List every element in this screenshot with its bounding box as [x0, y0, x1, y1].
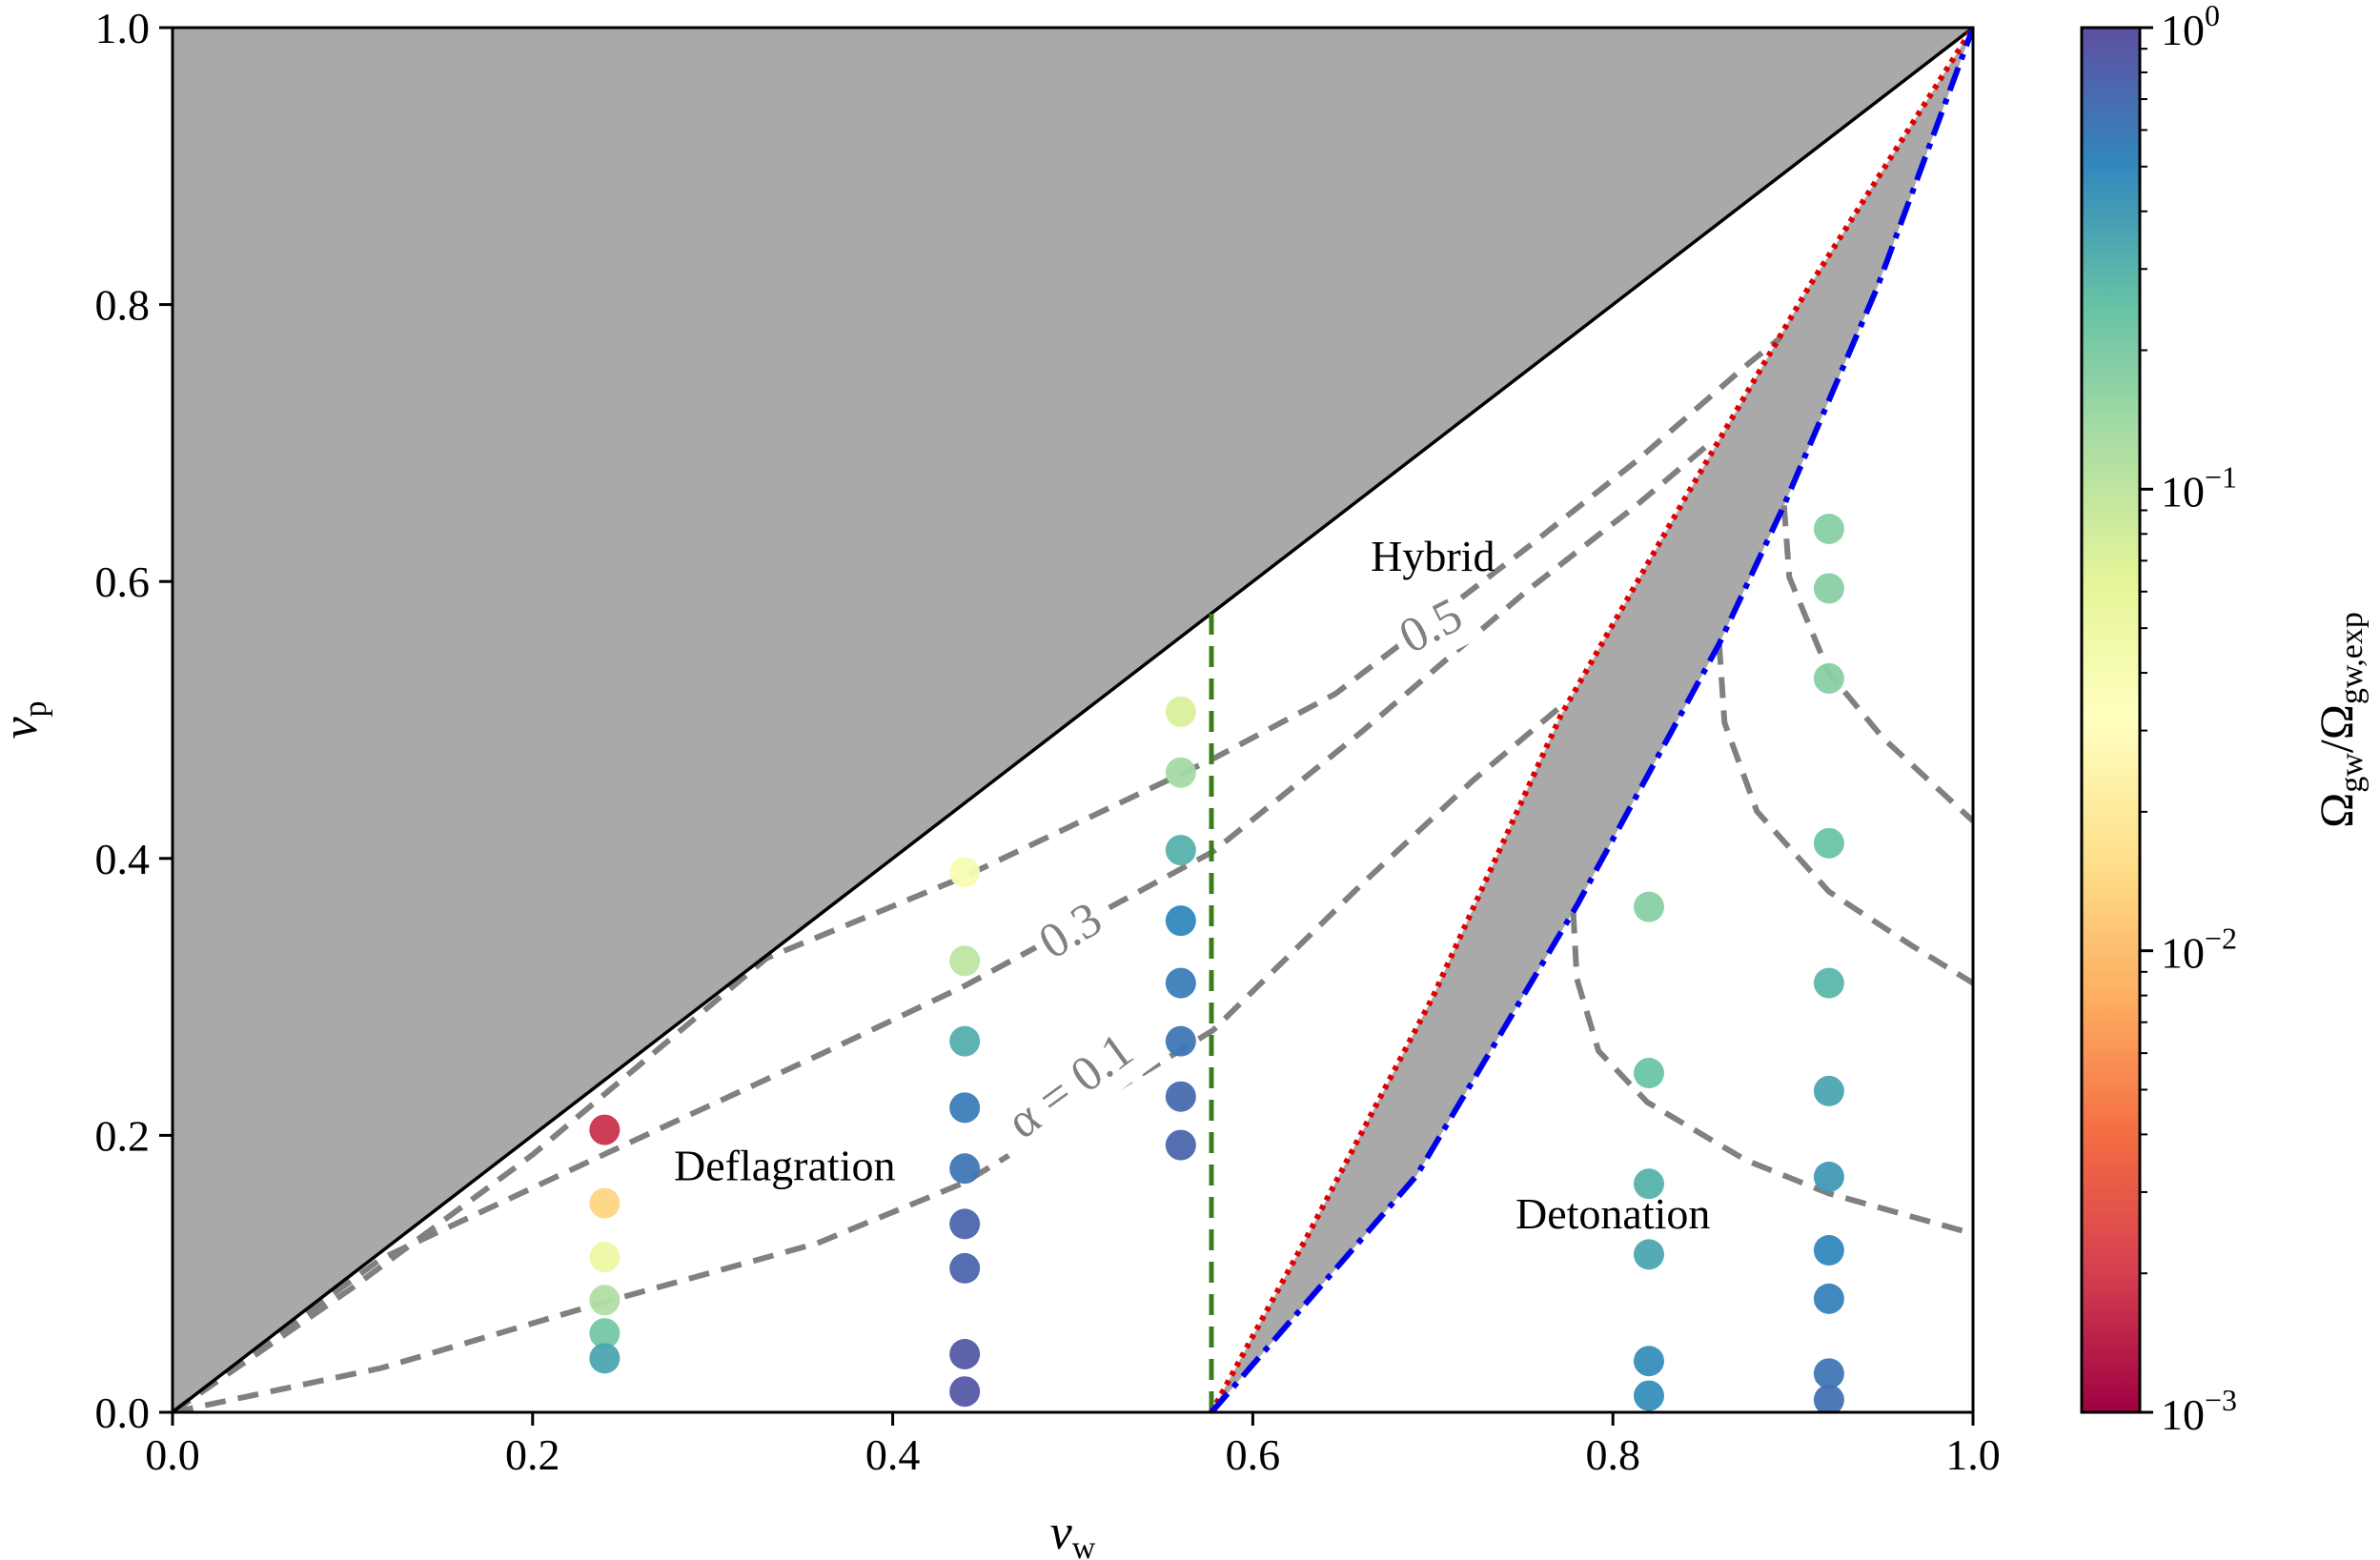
data-point [949, 1153, 981, 1185]
axes-frame: 0.00.20.40.60.81.00.00.20.40.60.81.0vwvp [0, 4, 2001, 1560]
data-point [1813, 573, 1844, 604]
x-axis-label: vw [1050, 1506, 1096, 1560]
data-point [949, 1376, 981, 1408]
data-point [1813, 1358, 1844, 1389]
colorbar-tick-base: 10 [2161, 929, 2205, 978]
x-tick-label: 0.8 [1585, 1430, 1640, 1479]
y-tick-label: 0.4 [95, 835, 151, 883]
colorbar-label-denominator-sub: gw,exp [2334, 612, 2370, 704]
data-point [1813, 1075, 1844, 1106]
data-point [1813, 662, 1844, 694]
data-point [949, 1025, 981, 1057]
x-axis-label-sub: w [1072, 1530, 1096, 1560]
data-point [589, 1114, 620, 1145]
x-tick-label: 0.4 [865, 1430, 921, 1479]
colorbar-tick-label: 10−3 [2161, 1383, 2237, 1439]
data-point [589, 1285, 620, 1316]
contour-label-background [1386, 587, 1480, 673]
y-tick-label: 0.0 [95, 1388, 151, 1437]
colorbar-tick-base: 10 [2161, 467, 2205, 516]
hybrid-detonation-gap-region [1211, 28, 1973, 1412]
data-point [589, 1242, 620, 1273]
y-axis-label-sub: p [18, 700, 53, 717]
y-axis-label: vp [0, 700, 53, 739]
data-point [1633, 1058, 1664, 1089]
data-point [1165, 696, 1196, 727]
data-point [949, 1252, 981, 1284]
x-tick-label: 1.0 [1945, 1430, 2001, 1479]
x-tick-label: 0.0 [145, 1430, 200, 1479]
data-point [1165, 1129, 1196, 1161]
colorbar-label-numerator: Ω [2309, 793, 2363, 828]
data-point [1813, 827, 1844, 859]
colorbar-border [2080, 26, 2142, 1414]
colorbar-tick-label: 10−2 [2161, 922, 2237, 978]
data-point [1633, 1168, 1664, 1200]
contour-alpha-0.5-detonation [1780, 505, 1973, 823]
region-label: Hybrid [1371, 532, 1495, 580]
colorbar-tick-label: 10−1 [2161, 459, 2237, 516]
data-point [589, 1318, 620, 1349]
contour-label: 0.3 [1030, 892, 1111, 970]
data-point [949, 945, 981, 977]
colorbar-label-numerator-sub: gw [2334, 753, 2370, 793]
data-point [949, 1208, 981, 1240]
colorbar-tick-base: 10 [2161, 6, 2205, 54]
contour-label-background [983, 1013, 1163, 1166]
data-point [1813, 967, 1844, 999]
colorbar-tick-label: 100 [2161, 0, 2220, 54]
colorbar-tick-base: 10 [2161, 1390, 2205, 1439]
x-tick-label: 0.2 [505, 1430, 560, 1479]
red-dotted-curve [1209, 28, 1973, 1412]
data-point [949, 857, 981, 888]
data-point [589, 1187, 620, 1219]
colorbar-label-separator: / [2309, 739, 2363, 753]
data-point [1813, 1161, 1844, 1192]
colorbar-label-denominator: Ω [2309, 704, 2363, 739]
contour-alpha-0.1-detonation [1570, 912, 1973, 1237]
data-point [1633, 891, 1664, 922]
data-point [1165, 835, 1196, 866]
boundary-line [173, 28, 1973, 1412]
blue-dashdot-curve [1209, 28, 1973, 1412]
contour-label-background [1025, 890, 1121, 980]
data-point [949, 1092, 981, 1124]
data-point [949, 1338, 981, 1369]
y-axis-label-main: v [0, 717, 48, 739]
colorbar-tick-exponent: −1 [2205, 459, 2237, 494]
data-point [1633, 1380, 1664, 1411]
data-point [1633, 1346, 1664, 1377]
data-point [1813, 1384, 1844, 1412]
colorbar-gradient [2082, 28, 2140, 1412]
data-point [1813, 1283, 1844, 1314]
data-point [1813, 513, 1844, 544]
data-point [1165, 757, 1196, 788]
x-tick-label: 0.6 [1226, 1430, 1281, 1479]
x-axis-label-main: v [1050, 1506, 1073, 1560]
y-tick-label: 0.2 [95, 1111, 151, 1160]
colorbar-label: Ωgw/Ωgw,exp [2309, 612, 2370, 828]
y-tick-label: 0.6 [95, 557, 151, 606]
region-label: Deflagration [674, 1141, 895, 1189]
data-point [1813, 1234, 1844, 1266]
data-point [1165, 967, 1196, 999]
data-point [1165, 1025, 1196, 1057]
data-point [1165, 1081, 1196, 1112]
axes-border [171, 26, 1975, 1414]
colorbar-tick-exponent: 0 [2205, 0, 2220, 32]
region-label: Detonation [1515, 1189, 1710, 1238]
data-point [1633, 1239, 1664, 1270]
colorbar-tick-exponent: −3 [2205, 1383, 2237, 1417]
colorbar-tick-exponent: −2 [2205, 922, 2237, 956]
y-tick-label: 0.8 [95, 281, 151, 330]
y-tick-label: 1.0 [95, 4, 151, 52]
data-point [589, 1343, 620, 1374]
data-point [1165, 905, 1196, 937]
